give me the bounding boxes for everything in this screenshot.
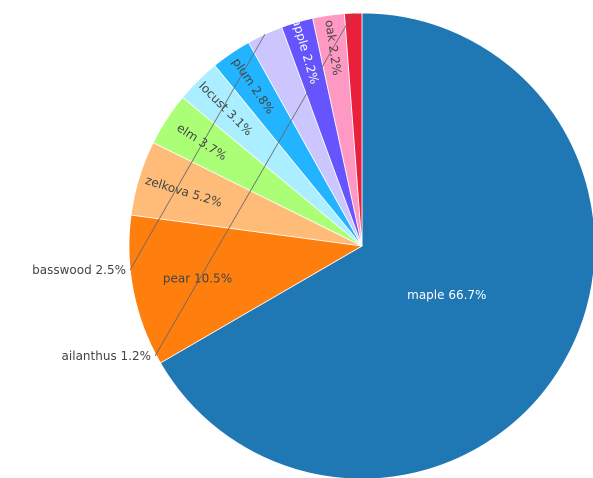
- slice-label-pear: pear 10.5%: [163, 272, 232, 286]
- slice-label-maple: maple 66.7%: [407, 288, 486, 302]
- connector-basswood: [129, 34, 266, 271]
- label-connectors: [129, 12, 354, 357]
- pie-slices: [128, 12, 593, 478]
- slice-label-basswood: basswood 2.5%: [32, 263, 126, 277]
- connector-ailanthus: [154, 12, 354, 357]
- pie-slice-ailanthus[interactable]: [344, 12, 363, 247]
- slice-label-ailanthus: ailanthus 1.2%: [62, 349, 151, 363]
- pie-slice-maple[interactable]: [159, 12, 593, 478]
